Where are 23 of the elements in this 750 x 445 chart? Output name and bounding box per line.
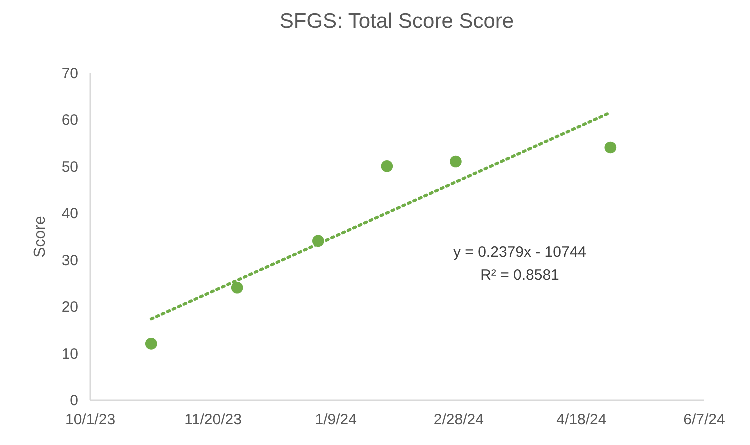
x-tick-label: 6/7/24: [684, 412, 726, 428]
point: [450, 156, 462, 168]
x-tick-label: 2/28/24: [434, 412, 484, 428]
x-tick-label: 11/20/23: [184, 412, 242, 428]
annotation: y = 0.2379x - 10744: [453, 244, 587, 261]
x-tick-label: 1/9/24: [315, 412, 357, 428]
y-tick-label: 40: [62, 206, 78, 223]
point: [145, 338, 158, 350]
chart-title: SFGS: Total Score Score: [280, 10, 514, 33]
point: [381, 160, 394, 172]
point: [231, 282, 244, 294]
x-tick-label: 10/1/23: [65, 412, 116, 428]
y-tick-label: 0: [70, 392, 78, 410]
annotation: R² = 0.8581: [480, 267, 560, 284]
y-tick-label: 60: [62, 112, 78, 130]
y-tick-label: 50: [62, 158, 78, 176]
y-tick-label: 20: [62, 299, 78, 316]
point: [604, 142, 617, 154]
y-tick-label: 70: [62, 66, 78, 82]
y-tick-label: 10: [62, 346, 78, 363]
y-tick-label: 30: [62, 252, 78, 270]
y-axis-title: Score: [32, 216, 49, 258]
x-tick-label: 4/18/24: [556, 412, 607, 428]
